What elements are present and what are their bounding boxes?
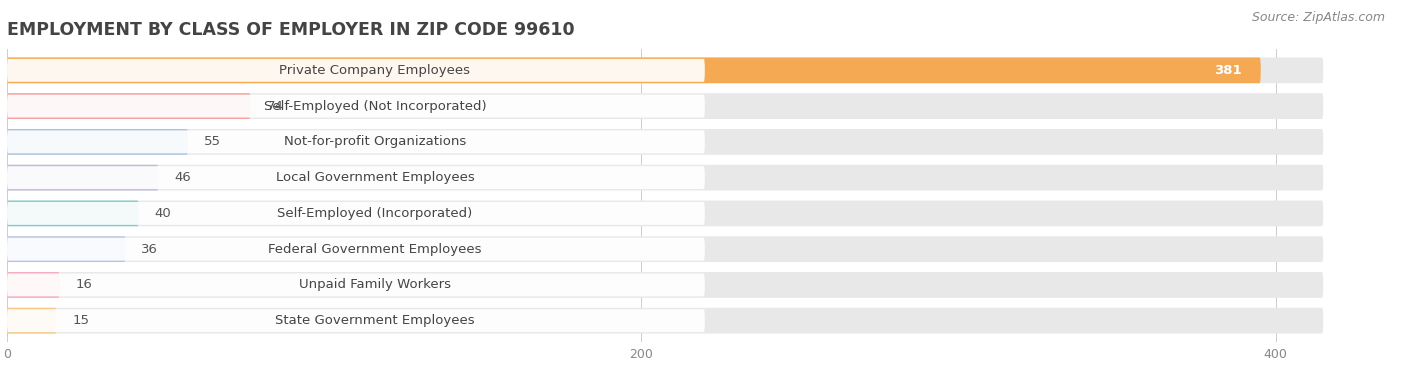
Text: 15: 15 xyxy=(72,314,89,327)
Text: Unpaid Family Workers: Unpaid Family Workers xyxy=(299,279,451,291)
Text: Local Government Employees: Local Government Employees xyxy=(276,171,474,184)
FancyBboxPatch shape xyxy=(7,95,704,118)
Text: Not-for-profit Organizations: Not-for-profit Organizations xyxy=(284,135,465,149)
Text: Self-Employed (Incorporated): Self-Employed (Incorporated) xyxy=(277,207,472,220)
FancyBboxPatch shape xyxy=(7,273,704,296)
FancyBboxPatch shape xyxy=(7,272,1323,298)
Text: 55: 55 xyxy=(204,135,221,149)
FancyBboxPatch shape xyxy=(7,166,704,189)
FancyBboxPatch shape xyxy=(7,236,125,262)
FancyBboxPatch shape xyxy=(7,93,1323,119)
Text: 381: 381 xyxy=(1215,64,1241,77)
FancyBboxPatch shape xyxy=(7,308,56,334)
FancyBboxPatch shape xyxy=(7,165,159,191)
FancyBboxPatch shape xyxy=(7,238,704,261)
FancyBboxPatch shape xyxy=(7,200,139,226)
FancyBboxPatch shape xyxy=(7,165,1323,191)
Text: 46: 46 xyxy=(174,171,191,184)
FancyBboxPatch shape xyxy=(7,129,188,155)
Text: 40: 40 xyxy=(155,207,172,220)
FancyBboxPatch shape xyxy=(7,202,704,225)
FancyBboxPatch shape xyxy=(7,272,59,298)
Text: Source: ZipAtlas.com: Source: ZipAtlas.com xyxy=(1251,11,1385,24)
Text: State Government Employees: State Government Employees xyxy=(276,314,475,327)
FancyBboxPatch shape xyxy=(7,200,1323,226)
FancyBboxPatch shape xyxy=(7,59,704,82)
FancyBboxPatch shape xyxy=(7,130,704,153)
FancyBboxPatch shape xyxy=(7,93,250,119)
FancyBboxPatch shape xyxy=(7,58,1261,83)
FancyBboxPatch shape xyxy=(7,309,704,332)
Text: Self-Employed (Not Incorporated): Self-Employed (Not Incorporated) xyxy=(264,100,486,112)
FancyBboxPatch shape xyxy=(7,236,1323,262)
FancyBboxPatch shape xyxy=(7,308,1323,334)
FancyBboxPatch shape xyxy=(7,129,1323,155)
FancyBboxPatch shape xyxy=(7,58,1323,83)
Text: Private Company Employees: Private Company Employees xyxy=(280,64,471,77)
Text: EMPLOYMENT BY CLASS OF EMPLOYER IN ZIP CODE 99610: EMPLOYMENT BY CLASS OF EMPLOYER IN ZIP C… xyxy=(7,21,575,39)
Text: Federal Government Employees: Federal Government Employees xyxy=(269,243,482,256)
Text: 74: 74 xyxy=(266,100,283,112)
Text: 36: 36 xyxy=(142,243,159,256)
Text: 16: 16 xyxy=(76,279,93,291)
